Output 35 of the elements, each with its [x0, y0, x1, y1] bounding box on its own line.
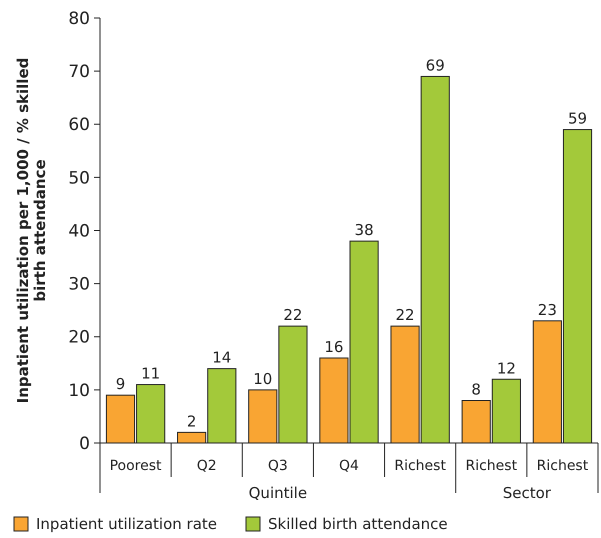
x-tick-label: Richest [465, 458, 518, 474]
y-tick-label: 70 [68, 62, 90, 82]
data-label: 9 [116, 375, 126, 394]
legend-label: Inpatient utilization rate [36, 515, 218, 533]
y-tick-label: 50 [68, 168, 90, 188]
data-label: 16 [324, 338, 344, 356]
x-tick-label: Q2 [196, 458, 217, 474]
y-tick-label: 80 [68, 8, 90, 29]
data-label: 69 [426, 56, 445, 74]
y-tick-label: 0 [79, 434, 90, 454]
x-tick-label: Richest [536, 458, 589, 474]
x-tick-label: Q3 [268, 458, 288, 474]
x-tick-label: Richest [394, 458, 446, 474]
data-label: 11 [141, 364, 160, 383]
legend-label: Skilled birth attendance [268, 515, 448, 533]
text: Sector [502, 484, 552, 502]
data-label: 38 [354, 221, 374, 240]
y-tick-label: 20 [68, 328, 90, 348]
data-label: 2 [186, 412, 196, 430]
data-label: 8 [471, 380, 481, 398]
y-tick-label: 40 [68, 221, 90, 242]
y-tick-label: 30 [68, 274, 90, 295]
data-label: 22 [283, 306, 302, 324]
y-tick-label: 10 [68, 380, 90, 401]
x-tick-label: Q4 [339, 458, 360, 474]
text: Quintile [248, 484, 308, 502]
data-label: 22 [396, 306, 415, 324]
data-label: 59 [568, 110, 588, 128]
y-tick-label: 60 [68, 115, 90, 136]
data-label: 12 [496, 359, 516, 378]
x-tick-label: Poorest [110, 458, 162, 474]
y-axis-title: Inpatient utilization per 1,000 / % skilled birth attendance [14, 58, 49, 404]
data-label: 14 [212, 348, 232, 367]
data-label: 23 [538, 300, 557, 319]
data-label: 10 [253, 370, 272, 388]
